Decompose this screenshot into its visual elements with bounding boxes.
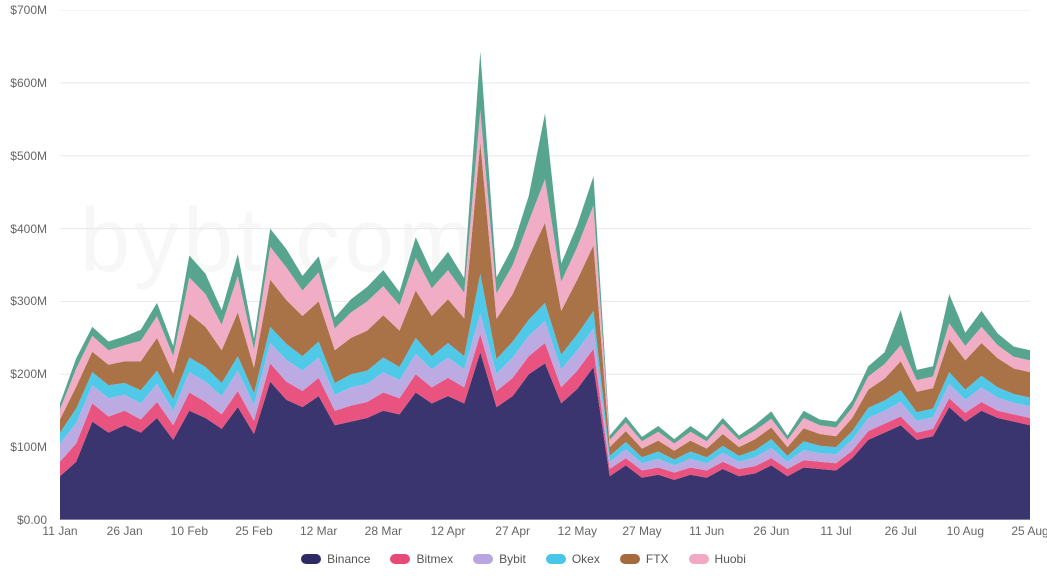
legend-label: Okex: [572, 552, 600, 566]
x-axis-label: 26 Jan: [107, 524, 143, 538]
x-axis-label: 10 Feb: [171, 524, 208, 538]
x-axis-label: 28 Mar: [365, 524, 402, 538]
legend-swatch: [620, 554, 640, 564]
legend-item-bitmex[interactable]: Bitmex: [390, 552, 453, 566]
y-axis-label: $400M: [10, 222, 47, 236]
x-axis-label: 11 Jul: [820, 524, 851, 538]
y-axis-label: $700M: [10, 3, 47, 17]
y-axis-label: $600M: [10, 76, 47, 90]
plot-area: [60, 10, 1030, 520]
x-axis-label: 12 Apr: [431, 524, 466, 538]
x-axis-label: 12 Mar: [300, 524, 337, 538]
legend-item-ftx[interactable]: FTX: [620, 552, 669, 566]
x-axis-label: 27 May: [622, 524, 661, 538]
legend-item-huobi[interactable]: Huobi: [689, 552, 746, 566]
y-axis: $0.00$100M$200M$300M$400M$500M$600M$700M: [0, 10, 55, 520]
legend-swatch: [473, 554, 493, 564]
x-axis-label: 11 Jun: [689, 524, 724, 538]
x-axis-label: 25 Feb: [235, 524, 272, 538]
stacked-areas: [60, 52, 1030, 521]
legend-item-okex[interactable]: Okex: [546, 552, 600, 566]
y-axis-label: $300M: [10, 294, 47, 308]
legend-label: Binance: [327, 552, 370, 566]
legend-swatch: [689, 554, 709, 564]
x-axis-label: 25 Aug: [1011, 524, 1047, 538]
legend-swatch: [301, 554, 321, 564]
legend-item-binance[interactable]: Binance: [301, 552, 370, 566]
x-axis: 11 Jan26 Jan10 Feb25 Feb12 Mar28 Mar12 A…: [60, 524, 1030, 542]
x-axis-label: 27 Apr: [495, 524, 530, 538]
x-axis-label: 11 Jan: [42, 524, 77, 538]
legend: Binance Bitmex Bybit Okex FTX Huobi: [0, 552, 1047, 567]
stacked-area-chart: bybt.com $0.00$100M$200M$300M$400M$500M$…: [0, 0, 1047, 576]
legend-label: Huobi: [715, 552, 746, 566]
x-axis-label: 10 Aug: [947, 524, 984, 538]
y-axis-label: $200M: [10, 367, 47, 381]
legend-label: FTX: [646, 552, 669, 566]
legend-swatch: [390, 554, 410, 564]
legend-label: Bitmex: [416, 552, 453, 566]
x-axis-label: 26 Jun: [753, 524, 789, 538]
y-axis-label: $100M: [10, 440, 47, 454]
x-axis-label: 12 May: [558, 524, 597, 538]
legend-swatch: [546, 554, 566, 564]
legend-label: Bybit: [499, 552, 526, 566]
x-axis-label: 26 Jul: [885, 524, 917, 538]
y-axis-label: $500M: [10, 149, 47, 163]
legend-item-bybit[interactable]: Bybit: [473, 552, 526, 566]
